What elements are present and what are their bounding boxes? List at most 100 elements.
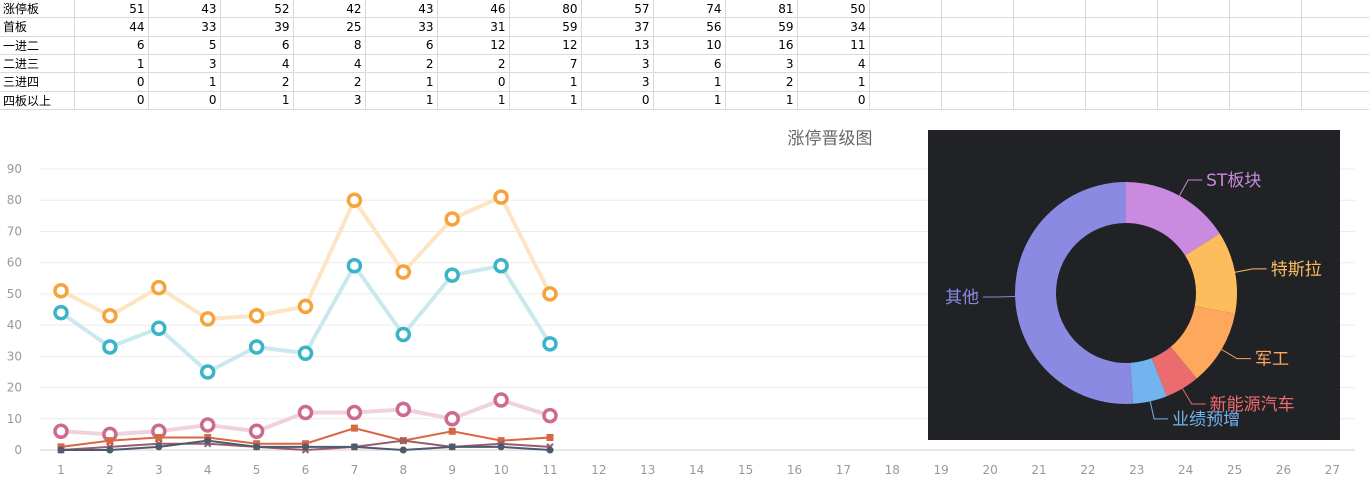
empty-cell[interactable] bbox=[1085, 36, 1158, 55]
value-cell[interactable]: 1 bbox=[148, 72, 221, 92]
empty-cell[interactable] bbox=[1013, 54, 1086, 74]
value-cell[interactable]: 46 bbox=[437, 0, 510, 19]
table-row[interactable]: 四板以上 0 0 1 3 1 1 1 0 1 1 0 bbox=[0, 91, 1369, 111]
value-cell[interactable]: 5 bbox=[148, 36, 221, 55]
value-cell[interactable]: 4 bbox=[220, 54, 294, 74]
table-row[interactable]: 首板 44 33 39 25 33 31 59 37 56 59 34 bbox=[0, 17, 1369, 37]
value-cell[interactable]: 6 bbox=[653, 54, 726, 74]
value-cell[interactable]: 34 bbox=[797, 17, 870, 37]
empty-cell[interactable] bbox=[1301, 36, 1369, 55]
empty-cell[interactable] bbox=[1301, 0, 1369, 19]
value-cell[interactable]: 2 bbox=[365, 54, 438, 74]
empty-cell[interactable] bbox=[1157, 54, 1230, 74]
empty-cell[interactable] bbox=[1013, 72, 1086, 92]
value-cell[interactable]: 0 bbox=[437, 72, 510, 92]
value-cell[interactable]: 43 bbox=[365, 0, 438, 19]
value-cell[interactable]: 0 bbox=[797, 91, 870, 111]
value-cell[interactable]: 16 bbox=[725, 36, 798, 55]
value-cell[interactable]: 80 bbox=[509, 0, 582, 19]
value-cell[interactable]: 3 bbox=[725, 54, 798, 74]
empty-cell[interactable] bbox=[869, 0, 942, 19]
empty-cell[interactable] bbox=[1157, 72, 1230, 92]
empty-cell[interactable] bbox=[1085, 72, 1158, 92]
empty-cell[interactable] bbox=[869, 17, 942, 37]
value-cell[interactable]: 31 bbox=[437, 17, 510, 37]
row-label-cell[interactable]: 三进四 bbox=[0, 72, 75, 92]
empty-cell[interactable] bbox=[1229, 54, 1302, 74]
empty-cell[interactable] bbox=[941, 0, 1014, 19]
empty-cell[interactable] bbox=[1301, 91, 1369, 111]
value-cell[interactable]: 59 bbox=[509, 17, 582, 37]
value-cell[interactable]: 1 bbox=[509, 91, 582, 111]
empty-cell[interactable] bbox=[1157, 17, 1230, 37]
value-cell[interactable]: 1 bbox=[797, 72, 870, 92]
empty-cell[interactable] bbox=[869, 36, 942, 55]
value-cell[interactable]: 44 bbox=[74, 17, 149, 37]
value-cell[interactable]: 6 bbox=[74, 36, 149, 55]
empty-cell[interactable] bbox=[1013, 91, 1086, 111]
value-cell[interactable]: 8 bbox=[293, 36, 366, 55]
empty-cell[interactable] bbox=[1229, 17, 1302, 37]
table-row[interactable]: 涨停板 51 43 52 42 43 46 80 57 74 81 50 bbox=[0, 0, 1369, 19]
empty-cell[interactable] bbox=[941, 72, 1014, 92]
value-cell[interactable]: 12 bbox=[509, 36, 582, 55]
value-cell[interactable]: 42 bbox=[293, 0, 366, 19]
value-cell[interactable]: 74 bbox=[653, 0, 726, 19]
empty-cell[interactable] bbox=[1229, 0, 1302, 19]
value-cell[interactable]: 1 bbox=[725, 91, 798, 111]
empty-cell[interactable] bbox=[941, 36, 1014, 55]
empty-cell[interactable] bbox=[1157, 36, 1230, 55]
value-cell[interactable]: 10 bbox=[653, 36, 726, 55]
value-cell[interactable]: 1 bbox=[365, 91, 438, 111]
value-cell[interactable]: 1 bbox=[365, 72, 438, 92]
value-cell[interactable]: 1 bbox=[220, 91, 294, 111]
value-cell[interactable]: 3 bbox=[581, 54, 654, 74]
value-cell[interactable]: 2 bbox=[220, 72, 294, 92]
empty-cell[interactable] bbox=[941, 91, 1014, 111]
row-label-cell[interactable]: 涨停板 bbox=[0, 0, 75, 19]
empty-cell[interactable] bbox=[1013, 36, 1086, 55]
value-cell[interactable]: 7 bbox=[509, 54, 582, 74]
empty-cell[interactable] bbox=[1157, 91, 1230, 111]
value-cell[interactable]: 56 bbox=[653, 17, 726, 37]
value-cell[interactable]: 1 bbox=[653, 91, 726, 111]
empty-cell[interactable] bbox=[869, 72, 942, 92]
empty-cell[interactable] bbox=[1229, 91, 1302, 111]
empty-cell[interactable] bbox=[1229, 36, 1302, 55]
value-cell[interactable]: 2 bbox=[293, 72, 366, 92]
value-cell[interactable]: 37 bbox=[581, 17, 654, 37]
value-cell[interactable]: 50 bbox=[797, 0, 870, 19]
value-cell[interactable]: 1 bbox=[509, 72, 582, 92]
empty-cell[interactable] bbox=[1085, 91, 1158, 111]
value-cell[interactable]: 0 bbox=[148, 91, 221, 111]
empty-cell[interactable] bbox=[1229, 72, 1302, 92]
value-cell[interactable]: 12 bbox=[437, 36, 510, 55]
value-cell[interactable]: 1 bbox=[74, 54, 149, 74]
empty-cell[interactable] bbox=[869, 54, 942, 74]
value-cell[interactable]: 2 bbox=[725, 72, 798, 92]
value-cell[interactable]: 2 bbox=[437, 54, 510, 74]
empty-cell[interactable] bbox=[869, 91, 942, 111]
value-cell[interactable]: 6 bbox=[220, 36, 294, 55]
empty-cell[interactable] bbox=[1085, 0, 1158, 19]
empty-cell[interactable] bbox=[1301, 72, 1369, 92]
value-cell[interactable]: 25 bbox=[293, 17, 366, 37]
value-cell[interactable]: 43 bbox=[148, 0, 221, 19]
value-cell[interactable]: 4 bbox=[293, 54, 366, 74]
empty-cell[interactable] bbox=[1013, 0, 1086, 19]
value-cell[interactable]: 59 bbox=[725, 17, 798, 37]
value-cell[interactable]: 57 bbox=[581, 0, 654, 19]
row-label-cell[interactable]: 四板以上 bbox=[0, 91, 75, 111]
table-row[interactable]: 二进三 1 3 4 4 2 2 7 3 6 3 4 bbox=[0, 54, 1369, 74]
value-cell[interactable]: 81 bbox=[725, 0, 798, 19]
empty-cell[interactable] bbox=[941, 54, 1014, 74]
value-cell[interactable]: 6 bbox=[365, 36, 438, 55]
empty-cell[interactable] bbox=[1157, 0, 1230, 19]
empty-cell[interactable] bbox=[1085, 17, 1158, 37]
table-row[interactable]: 三进四 0 1 2 2 1 0 1 3 1 2 1 bbox=[0, 72, 1369, 92]
empty-cell[interactable] bbox=[1301, 54, 1369, 74]
value-cell[interactable]: 33 bbox=[365, 17, 438, 37]
value-cell[interactable]: 0 bbox=[74, 72, 149, 92]
empty-cell[interactable] bbox=[1013, 17, 1086, 37]
value-cell[interactable]: 39 bbox=[220, 17, 294, 37]
